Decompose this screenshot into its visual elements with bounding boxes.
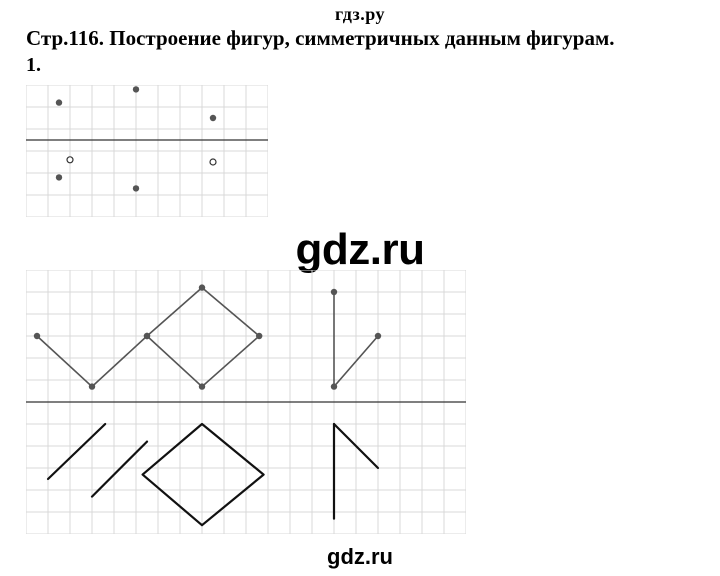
problem-number: 1. — [26, 54, 41, 77]
center-watermark: gdz.ru — [0, 225, 720, 275]
footer-brand: gdz.ru — [0, 544, 720, 570]
grid-figure-2 — [26, 270, 466, 534]
header-brand: гдз.ру — [0, 4, 720, 25]
page-title: Стр.116. Построение фигур, симметричных … — [26, 26, 615, 51]
grid-figure-1 — [26, 85, 268, 217]
